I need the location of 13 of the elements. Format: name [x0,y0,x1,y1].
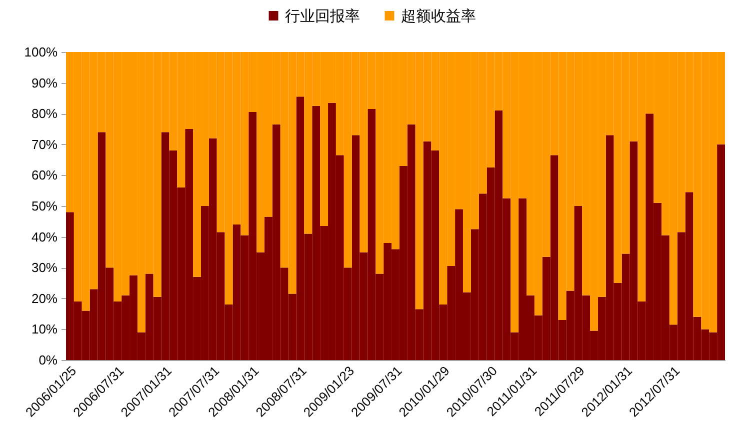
y-tick-label: 60% [31,168,58,183]
y-tick-label: 30% [31,260,58,276]
y-tick-label: 10% [31,322,58,337]
y-tick-label: 50% [31,198,58,214]
y-tick-label: 100% [24,44,58,60]
y-tick-label: 70% [31,136,58,152]
y-tick-label: 0% [38,352,58,368]
y-tick-label: 80% [31,106,58,122]
legend-label: 超额收益率 [401,8,476,25]
y-tick-label: 20% [31,290,58,306]
y-tick-label: 40% [31,229,58,244]
y-tick-label: 90% [31,75,58,90]
legend-label: 行业回报率 [285,8,360,25]
